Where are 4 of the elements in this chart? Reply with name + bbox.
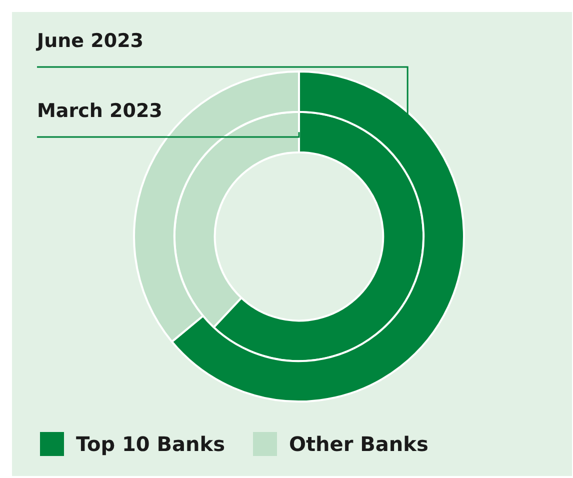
legend-label: Top 10 Banks xyxy=(76,432,225,456)
legend-label: Other Banks xyxy=(288,432,428,456)
slice-label: March 2023 xyxy=(37,100,162,122)
slice-label: June 2023 xyxy=(35,30,144,52)
